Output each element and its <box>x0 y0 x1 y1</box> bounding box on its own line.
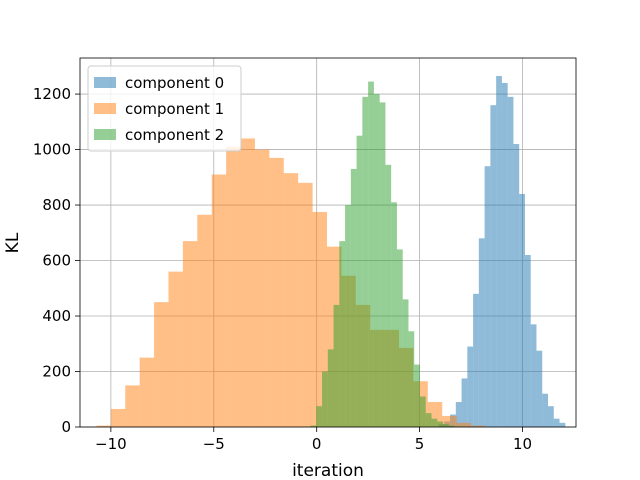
histogram-bar <box>240 138 255 427</box>
y-tick-label: 1000 <box>33 141 71 159</box>
histogram-bar <box>461 378 468 427</box>
histogram-bar <box>455 402 462 427</box>
histogram-bar <box>467 346 474 427</box>
histogram-bar <box>408 331 415 427</box>
histogram-bar <box>513 144 520 428</box>
legend-swatch <box>94 129 116 140</box>
y-tick-label: 400 <box>42 307 71 325</box>
x-tick-label: 10 <box>513 435 532 453</box>
histogram-bar <box>437 421 444 427</box>
histogram-bar <box>362 96 369 427</box>
histogram-bar <box>96 425 111 427</box>
histogram-bar <box>402 299 409 427</box>
histogram-bar <box>373 94 380 427</box>
histogram-bar <box>391 202 397 427</box>
histogram-bar <box>211 174 227 427</box>
histogram-bar <box>431 418 438 427</box>
x-tick-label: −10 <box>95 435 127 453</box>
histogram-bar <box>283 173 299 427</box>
legend-box <box>87 65 242 152</box>
y-tick-label: 1200 <box>33 85 71 103</box>
histogram-bar <box>396 249 403 427</box>
histogram-bar <box>519 193 525 427</box>
histogram-bar <box>473 293 479 427</box>
plot-frame <box>79 57 577 428</box>
histogram-bar <box>496 76 502 427</box>
axis-ticks: −10 −5 0 5 10 0 200 400 600 800 1000 1200 <box>33 85 532 453</box>
histogram-bar <box>345 205 351 427</box>
histogram-bar <box>501 82 508 428</box>
series-2-bars <box>310 81 461 428</box>
histogram-bar <box>530 324 537 427</box>
histogram-bar <box>443 424 449 427</box>
y-tick-label: 600 <box>42 252 71 270</box>
histogram-bar <box>536 350 543 427</box>
histogram-bar <box>442 415 457 427</box>
histogram-bar <box>490 105 497 428</box>
x-tick-label: −5 <box>203 435 225 453</box>
y-tick-label: 0 <box>61 418 71 436</box>
histogram-bar <box>356 135 363 427</box>
histogram-bar <box>310 425 317 427</box>
histogram-bar <box>226 146 241 427</box>
histogram-bar <box>478 238 485 427</box>
histogram-bar <box>542 393 549 427</box>
histogram-bar <box>168 271 183 427</box>
y-tick-label: 800 <box>42 196 71 214</box>
histogram-bar <box>197 214 212 427</box>
histogram-bar <box>254 149 270 427</box>
histogram-bar <box>484 166 491 427</box>
legend: component 0 component 1 component 2 <box>87 65 242 152</box>
x-tick-label: 5 <box>415 435 425 453</box>
histogram-bar <box>139 357 155 427</box>
histogram-bar <box>559 422 566 427</box>
histogram-bar <box>298 182 313 427</box>
histogram-bar <box>548 406 554 427</box>
histogram-bar <box>507 96 514 427</box>
y-axis-label: KL <box>3 232 23 253</box>
histogram-bar <box>425 413 432 427</box>
histogram-bar <box>414 364 420 427</box>
legend-swatch <box>94 103 116 114</box>
histogram-bar <box>385 164 392 427</box>
histogram-bar <box>379 102 386 427</box>
histogram-bar <box>524 254 531 427</box>
legend-swatch <box>94 77 116 88</box>
histogram-bar <box>553 418 560 427</box>
histogram-bar <box>448 425 455 427</box>
histogram-bar <box>269 157 284 427</box>
histogram-bar <box>327 349 334 427</box>
series-0-bars <box>438 76 566 428</box>
legend-label: component 0 <box>125 74 224 92</box>
histogram-bar <box>154 302 169 427</box>
histogram-bar <box>339 241 346 427</box>
histogram-bar <box>456 422 472 427</box>
histogram-bar <box>125 385 140 427</box>
histogram-bar <box>471 425 486 427</box>
histogram-bar <box>316 406 323 427</box>
y-tick-label: 200 <box>42 363 71 381</box>
x-tick-label: 0 <box>312 435 322 453</box>
histogram-bar <box>110 408 126 427</box>
legend-label: component 1 <box>125 100 224 118</box>
x-axis-label: iteration <box>292 461 364 480</box>
histogram-bars <box>96 76 566 428</box>
histogram-bar <box>368 81 374 428</box>
histogram-bar <box>182 241 198 427</box>
histogram-bar <box>350 168 357 427</box>
histogram-bar <box>322 371 328 427</box>
legend-label: component 2 <box>125 126 224 144</box>
histogram-bar <box>419 396 426 427</box>
histogram-bar <box>333 304 340 427</box>
